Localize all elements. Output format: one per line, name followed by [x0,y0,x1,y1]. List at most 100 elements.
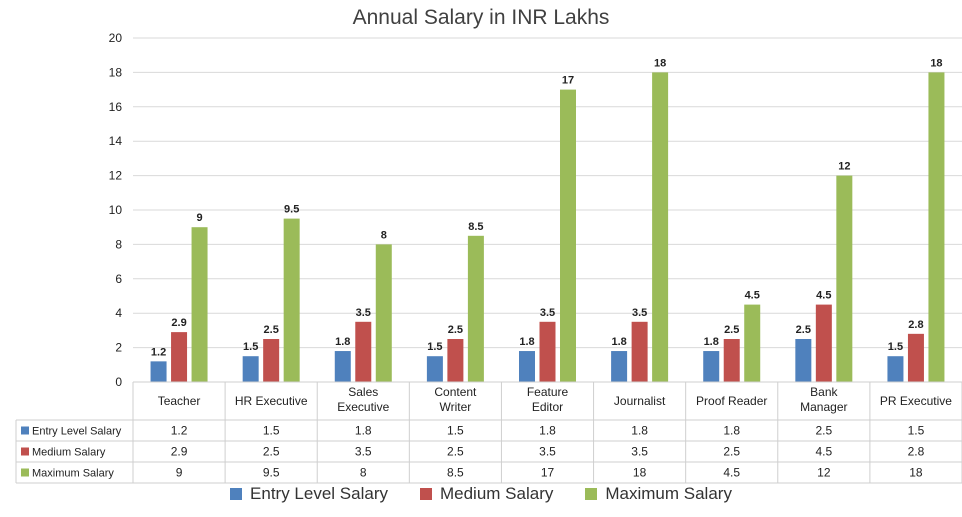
data-label: 17 [562,75,574,87]
bar [703,351,720,382]
bar [887,356,904,382]
y-tick-label: 16 [109,100,123,114]
bar [815,304,832,382]
data-label: 8 [381,229,387,241]
data-label: 18 [654,57,666,69]
category-label: HR Executive [235,394,308,408]
bar [283,218,300,382]
bar [171,332,188,382]
data-label: 2.8 [908,319,923,331]
data-label: 2.9 [171,317,186,329]
data-label: 9 [196,212,202,224]
data-label: 8.5 [468,221,483,233]
table-cell: 2.8 [908,445,925,459]
table-cell: 9.5 [263,466,280,480]
bar [355,321,372,382]
y-tick-label: 0 [115,375,122,389]
bar [611,351,628,382]
bar [928,72,945,383]
table-cell: 2.5 [447,445,464,459]
table-cell: 2.9 [171,445,188,459]
bar [560,89,576,382]
data-label: 2.5 [264,324,279,336]
category-label: Executive [337,400,389,414]
bar [334,351,351,382]
table-cell: 1.8 [355,424,372,438]
data-label: 1.5 [888,341,903,353]
data-label: 1.8 [335,336,350,348]
y-tick-label: 6 [115,272,122,286]
table-cell: 2.5 [263,445,280,459]
legend-label-maximum: Maximum Salary [605,484,732,503]
table-cell: 1.5 [447,424,464,438]
table-legend-key [21,468,29,477]
legend-label-entry: Entry Level Salary [250,484,388,503]
category-label: Content [434,385,477,399]
table-cell: 1.5 [908,424,925,438]
table-row-label: Maximum Salary [32,468,114,480]
table-cell: 18 [909,466,923,480]
category-label: Feature [527,385,569,399]
data-label: 3.5 [540,307,555,319]
data-label: 12 [838,161,850,173]
bar [631,321,648,382]
category-label: Journalist [614,394,666,408]
table-cell: 18 [633,466,647,480]
y-tick-label: 12 [109,169,123,183]
data-label: 1.8 [704,336,719,348]
category-label: Teacher [158,394,201,408]
table-cell: 1.8 [631,424,648,438]
bar [907,333,924,382]
data-label: 1.5 [427,341,442,353]
table-cell: 4.5 [723,466,740,480]
category-label: Writer [439,400,471,414]
chart-title: Annual Salary in INR Lakhs [352,6,610,29]
y-tick-label: 14 [109,134,123,148]
table-cell: 2.5 [815,424,832,438]
bar [150,361,167,382]
table-row-label: Entry Level Salary [32,426,122,438]
data-label: 3.5 [356,307,371,319]
table-legend-key [21,426,29,435]
table-cell: 3.5 [355,445,372,459]
y-tick-label: 4 [115,306,122,320]
y-tick-label: 8 [115,237,122,251]
data-label: 1.5 [243,341,258,353]
legend-swatch-entry [230,488,243,500]
category-label: Sales [348,385,378,399]
bar [795,339,812,382]
table-legend-key [21,447,29,456]
data-label: 1.8 [611,336,626,348]
y-tick-label: 10 [109,203,123,217]
legend-item-medium: Medium Salary [419,484,554,504]
table-cell: 1.2 [171,424,188,438]
legend-swatch-maximum [585,488,598,500]
table-cell: 1.8 [539,424,556,438]
bar [191,227,208,382]
table-cell: 1.8 [723,424,740,438]
legend-item-entry: Entry Level Salary [230,484,388,504]
legend-label-medium: Medium Salary [439,484,554,503]
y-tick-label: 20 [109,31,123,45]
table-cell: 17 [541,466,555,480]
table-cell: 3.5 [539,445,556,459]
table-cell: 12 [817,466,831,480]
bar [539,321,556,382]
table-cell: 4.5 [815,445,832,459]
bar [447,339,464,382]
data-label: 2.5 [448,324,463,336]
bar [652,72,669,383]
legend-item-maximum: Maximum Salary [585,484,732,504]
data-label: 18 [930,57,942,69]
bar [836,175,853,382]
bar [375,244,392,382]
bar [519,351,535,382]
y-tick-label: 2 [115,341,122,355]
data-label: 1.8 [519,336,534,348]
bar [723,339,740,382]
data-label: 4.5 [745,290,760,302]
bar [467,235,484,382]
table-cell: 3.5 [631,445,648,459]
